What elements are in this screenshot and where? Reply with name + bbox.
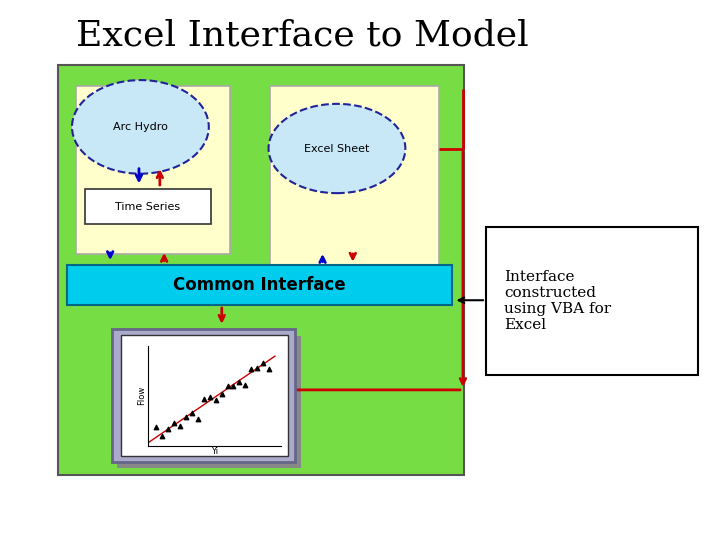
Text: Time Series: Time Series: [115, 201, 181, 212]
Point: [264, 365, 275, 374]
FancyBboxPatch shape: [76, 86, 230, 254]
Text: Excel Interface to Model: Excel Interface to Model: [76, 18, 528, 52]
Point: [163, 424, 174, 433]
FancyBboxPatch shape: [486, 227, 698, 375]
Text: Arc Hydro: Arc Hydro: [113, 122, 168, 132]
Point: [257, 359, 269, 367]
FancyBboxPatch shape: [85, 189, 211, 224]
X-axis label: Yi: Yi: [211, 447, 217, 456]
Point: [174, 421, 186, 430]
FancyBboxPatch shape: [58, 65, 464, 475]
Point: [150, 423, 162, 431]
Point: [228, 382, 239, 390]
Ellipse shape: [72, 80, 209, 174]
Point: [198, 394, 210, 403]
Point: [216, 389, 228, 398]
FancyBboxPatch shape: [67, 265, 452, 305]
Ellipse shape: [269, 104, 405, 193]
Point: [210, 396, 222, 404]
Point: [246, 364, 257, 373]
Point: [180, 413, 192, 421]
Point: [222, 381, 233, 390]
Point: [186, 408, 198, 417]
FancyBboxPatch shape: [112, 329, 295, 462]
Point: [240, 381, 251, 389]
FancyBboxPatch shape: [117, 336, 301, 468]
Y-axis label: Flow: Flow: [138, 386, 146, 405]
Text: Interface
constructed
using VBA for
Excel: Interface constructed using VBA for Exce…: [504, 270, 611, 332]
FancyBboxPatch shape: [121, 335, 288, 456]
Point: [233, 377, 245, 386]
Point: [204, 393, 215, 401]
Point: [192, 415, 204, 423]
Point: [157, 431, 168, 440]
FancyBboxPatch shape: [270, 86, 439, 270]
Point: [168, 418, 180, 427]
Text: Common Interface: Common Interface: [174, 276, 346, 294]
Point: [251, 363, 263, 372]
Text: Excel Sheet: Excel Sheet: [305, 144, 369, 153]
